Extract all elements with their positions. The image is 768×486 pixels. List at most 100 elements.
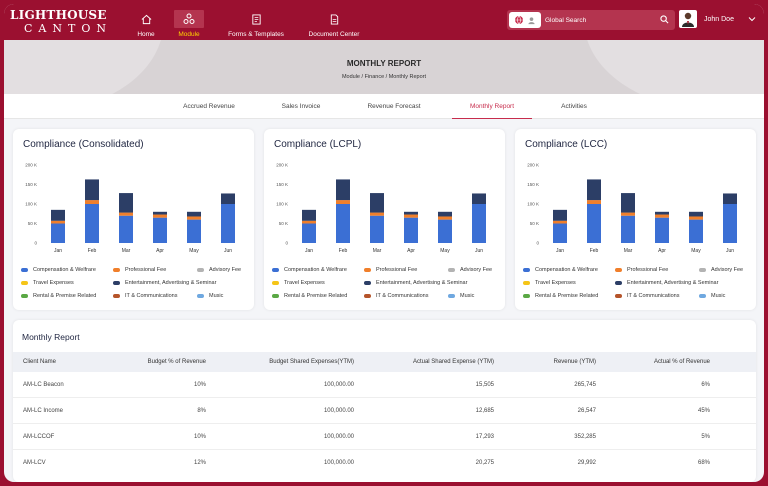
legend-item[interactable]: Advisory Fee xyxy=(448,267,492,273)
legend-item[interactable]: IT & Communications xyxy=(615,293,679,299)
legend-item[interactable]: Travel Expenses xyxy=(523,280,576,286)
nav-forms-templates[interactable]: Forms & Templates xyxy=(219,4,293,40)
legend-item[interactable]: Entertainment, Advertising & Seminar xyxy=(113,280,216,286)
cell-budget-shared: 100,000.00 xyxy=(323,460,354,466)
search-input[interactable] xyxy=(545,12,655,28)
bar-segment[interactable] xyxy=(438,216,452,220)
legend-item[interactable]: Music xyxy=(699,293,725,299)
bar-segment[interactable] xyxy=(336,200,350,204)
bar-segment[interactable] xyxy=(621,212,635,216)
bar-segment[interactable] xyxy=(153,214,167,218)
bar-segment[interactable] xyxy=(187,216,201,220)
tab-revenue-forecast[interactable]: Revenue Forecast xyxy=(367,103,421,110)
table-row[interactable]: AM-LC Beacon 10% 100,000.00 15,505 265,7… xyxy=(13,372,756,398)
bar-segment[interactable] xyxy=(153,217,167,243)
bar-segment[interactable] xyxy=(621,193,635,213)
bar-segment[interactable] xyxy=(336,179,350,201)
bar-segment[interactable] xyxy=(51,223,65,244)
bar-segment[interactable] xyxy=(553,223,567,244)
legend-item[interactable]: Music xyxy=(448,293,474,299)
chevron-down-icon[interactable] xyxy=(748,16,756,22)
table-row[interactable]: AM-LCV 12% 100,000.00 20,275 29,992 68% xyxy=(13,450,756,476)
bar-segment[interactable] xyxy=(119,212,133,216)
bar-segment[interactable] xyxy=(472,204,486,243)
table-row[interactable]: AM-LC Income 8% 100,000.00 12,685 26,547… xyxy=(13,398,756,424)
bar-segment[interactable] xyxy=(438,219,452,243)
legend-item[interactable]: Travel Expenses xyxy=(21,280,74,286)
bar-segment[interactable] xyxy=(655,214,669,218)
user-menu[interactable]: John Doe xyxy=(679,10,756,28)
legend-item[interactable]: Compensation & Welfrare xyxy=(21,267,96,273)
legend-item[interactable]: Rental & Premise Related xyxy=(21,293,96,299)
table-row[interactable]: AM-LCCOF 10% 100,000.00 17,293 352,285 5… xyxy=(13,424,756,450)
language-selector[interactable] xyxy=(509,12,541,28)
legend-item[interactable]: Professional Fee xyxy=(615,267,668,273)
legend-item[interactable]: Travel Expenses xyxy=(272,280,325,286)
bar-segment[interactable] xyxy=(553,209,567,221)
bar-segment[interactable] xyxy=(723,193,737,204)
bar-segment[interactable] xyxy=(302,209,316,221)
bar-segment[interactable] xyxy=(302,220,316,224)
legend-item[interactable]: IT & Communications xyxy=(113,293,177,299)
bar-segment[interactable] xyxy=(302,223,316,244)
bar-segment[interactable] xyxy=(370,193,384,213)
legend-item[interactable]: Music xyxy=(197,293,223,299)
legend-item[interactable]: Advisory Fee xyxy=(197,267,241,273)
bar-segment[interactable] xyxy=(438,211,452,217)
nav-module[interactable]: Module xyxy=(173,4,205,40)
bar-segment[interactable] xyxy=(553,220,567,224)
bar-segment[interactable] xyxy=(404,211,418,215)
bar-segment[interactable] xyxy=(723,204,737,243)
tab-accrued-revenue[interactable]: Accrued Revenue xyxy=(183,103,235,110)
bar-segment[interactable] xyxy=(187,211,201,217)
bar-segment[interactable] xyxy=(587,204,601,243)
tab-activities[interactable]: Activities xyxy=(561,103,587,110)
bar-segment[interactable] xyxy=(85,200,99,204)
legend-swatch xyxy=(448,268,455,272)
bar-segment[interactable] xyxy=(587,179,601,201)
legend-item[interactable]: Entertainment, Advertising & Seminar xyxy=(364,280,467,286)
legend-item[interactable]: Entertainment, Advertising & Seminar xyxy=(615,280,718,286)
legend-label: Entertainment, Advertising & Seminar xyxy=(627,280,719,286)
bar-segment[interactable] xyxy=(689,219,703,243)
bar-segment[interactable] xyxy=(336,204,350,243)
bar-segment[interactable] xyxy=(119,215,133,243)
bar-segment[interactable] xyxy=(51,209,65,221)
legend-item[interactable]: Rental & Premise Related xyxy=(272,293,347,299)
legend-swatch xyxy=(272,281,279,285)
bar-segment[interactable] xyxy=(85,179,99,201)
bar-segment[interactable] xyxy=(655,217,669,243)
bar-segment[interactable] xyxy=(370,212,384,216)
bar-segment[interactable] xyxy=(221,193,235,204)
bar-segment[interactable] xyxy=(153,211,167,215)
legend-item[interactable]: Compensation & Welfrare xyxy=(272,267,347,273)
nav-document-center[interactable]: Document Center xyxy=(301,4,367,40)
x-tick-label: May xyxy=(189,248,199,254)
legend-item[interactable]: Professional Fee xyxy=(364,267,417,273)
bar-segment[interactable] xyxy=(119,193,133,213)
bar-segment[interactable] xyxy=(621,215,635,243)
bar-segment[interactable] xyxy=(689,216,703,220)
tab-monthly-report[interactable]: Monthly Report xyxy=(452,94,532,119)
bar-segment[interactable] xyxy=(370,215,384,243)
bar-segment[interactable] xyxy=(587,200,601,204)
nav-home[interactable]: Home xyxy=(130,4,162,40)
bar-segment[interactable] xyxy=(187,219,201,243)
search-icon[interactable] xyxy=(660,15,669,24)
legend-item[interactable]: IT & Communications xyxy=(364,293,428,299)
bar-segment[interactable] xyxy=(404,214,418,218)
bar-segment[interactable] xyxy=(689,211,703,217)
brand-logo[interactable]: LIGHTHOUSE CANTON xyxy=(10,9,112,34)
bar-segment[interactable] xyxy=(221,204,235,243)
legend-item[interactable]: Rental & Premise Related xyxy=(523,293,598,299)
bar-segment[interactable] xyxy=(472,193,486,204)
bar-segment[interactable] xyxy=(404,217,418,243)
legend-item[interactable]: Professional Fee xyxy=(113,267,166,273)
legend-item[interactable]: Advisory Fee xyxy=(699,267,743,273)
page-header: MONTHLY REPORT Module / Finance / Monthl… xyxy=(4,40,764,94)
tab-sales-invoice[interactable]: Sales Invoice xyxy=(281,103,321,110)
bar-segment[interactable] xyxy=(51,220,65,224)
legend-item[interactable]: Compensation & Welfrare xyxy=(523,267,598,273)
bar-segment[interactable] xyxy=(655,211,669,215)
bar-segment[interactable] xyxy=(85,204,99,243)
